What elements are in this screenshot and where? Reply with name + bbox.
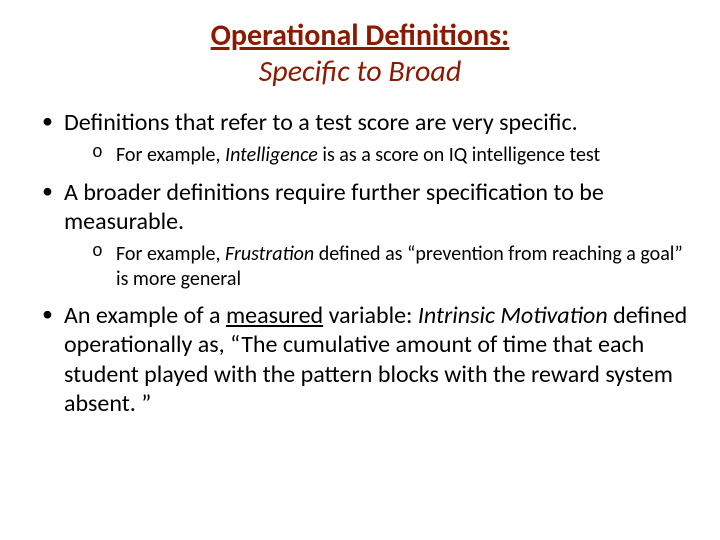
bullet-3-italic: Intrinsic Motivation — [418, 301, 608, 330]
title-line-1: Operational Definitions: — [30, 18, 690, 54]
bullet-1: Definitions that refer to a test score a… — [38, 108, 690, 168]
title-block: Operational Definitions: Specific to Bro… — [30, 18, 690, 90]
bullet-3-mid: variable: — [323, 301, 418, 330]
bullet-2-text: A broader definitions require further sp… — [64, 178, 604, 236]
bullet-1-sub-1-prefix: For example, — [116, 143, 225, 167]
bullet-1-sublist: For example, Intelligence is as a score … — [64, 143, 690, 167]
bullet-3: An example of a measured variable: Intri… — [38, 301, 690, 418]
bullet-1-sub-1-rest: is as a score on IQ intelligence test — [318, 143, 600, 167]
title-line-2: Specific to Broad — [30, 54, 690, 90]
bullet-2-sublist: For example, Frustration defined as “pre… — [64, 242, 690, 291]
bullet-list: Definitions that refer to a test score a… — [30, 108, 690, 418]
bullet-1-sub-1-italic: Intelligence — [225, 143, 318, 167]
bullet-3-prefix: An example of a — [64, 301, 226, 330]
bullet-1-text: Definitions that refer to a test score a… — [64, 108, 578, 137]
bullet-2-sub-1: For example, Frustration defined as “pre… — [92, 242, 690, 291]
bullet-1-sub-1: For example, Intelligence is as a score … — [92, 143, 690, 167]
bullet-3-underlined: measured — [226, 301, 323, 330]
bullet-2: A broader definitions require further sp… — [38, 178, 690, 291]
slide: Operational Definitions: Specific to Bro… — [0, 0, 720, 540]
bullet-2-sub-1-italic: Frustration — [225, 242, 314, 266]
bullet-2-sub-1-prefix: For example, — [116, 242, 225, 266]
